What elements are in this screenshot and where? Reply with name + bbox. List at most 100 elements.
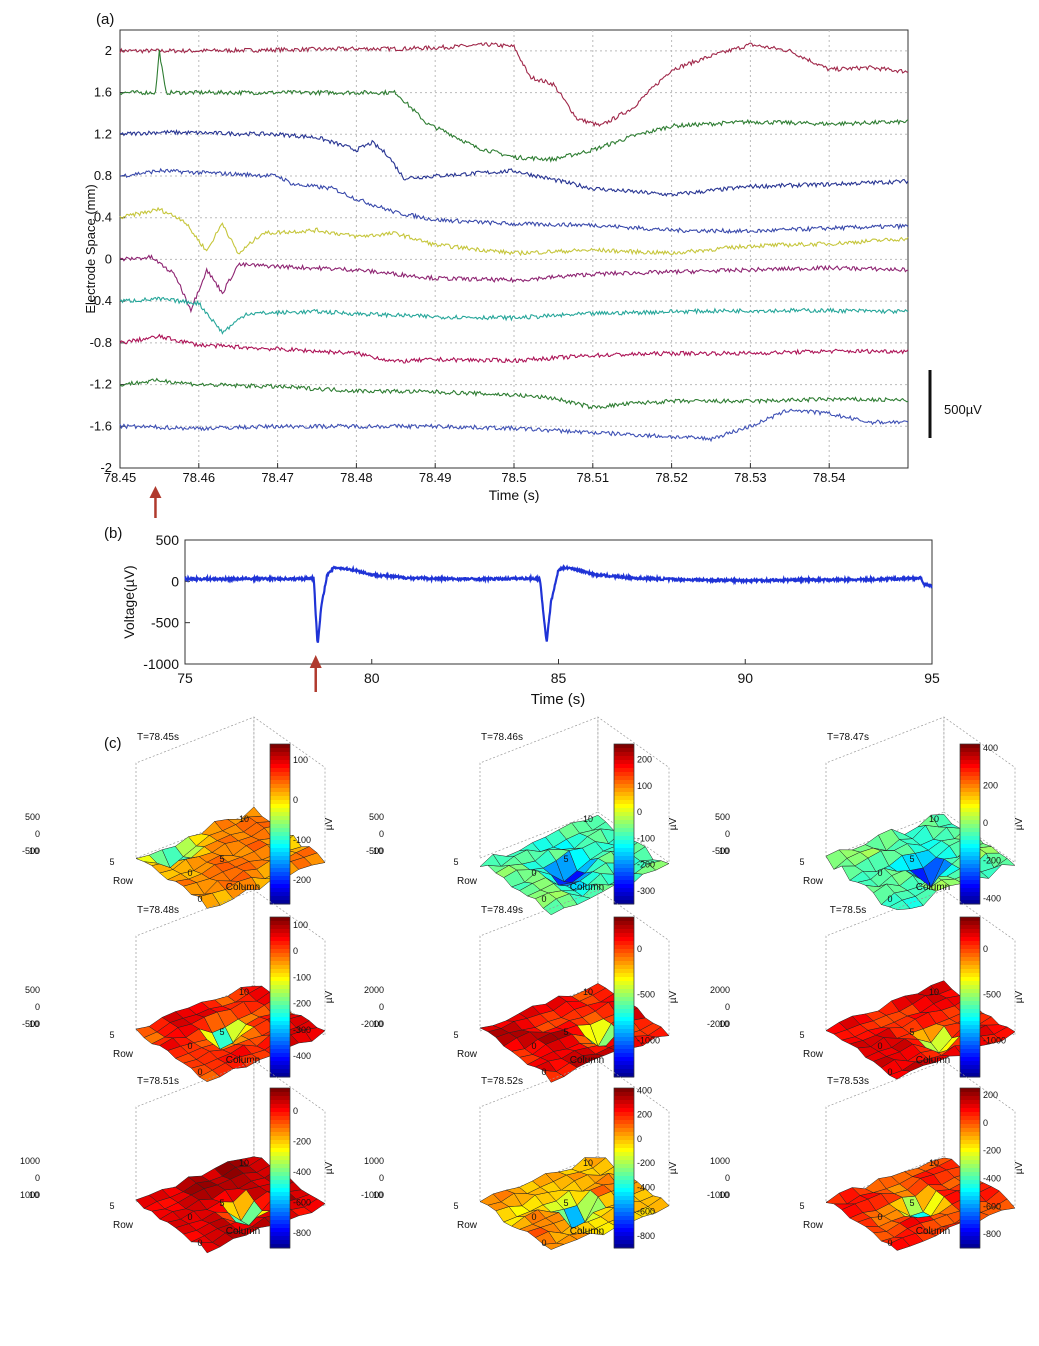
colorbar-segment xyxy=(614,884,634,889)
colorbar-segment xyxy=(270,1180,290,1185)
colorbar-segment xyxy=(614,1128,634,1133)
colorbar-segment xyxy=(614,1232,634,1237)
surface-row-tick-label: 5 xyxy=(109,857,114,867)
surface-column-label: Column xyxy=(916,882,950,893)
surface-z-tick-label: 2000 xyxy=(364,985,384,995)
surface-z-tick-label: -500 xyxy=(366,846,384,856)
colorbar-segment xyxy=(614,981,634,986)
surface-subplot: T=78.48s5000-5001050Row0510Column1000-10… xyxy=(22,889,335,1082)
colorbar-segment xyxy=(960,941,980,946)
colorbar-segment xyxy=(614,941,634,946)
colorbar-segment xyxy=(270,772,290,777)
surface-column-label: Column xyxy=(916,1226,950,1237)
colorbar-segment xyxy=(960,1152,980,1157)
surface-z-tick-label: 0 xyxy=(35,1173,40,1183)
colorbar-segment xyxy=(614,832,634,837)
colorbar-segment xyxy=(270,1224,290,1229)
colorbar-segment xyxy=(270,860,290,865)
colorbar-segment xyxy=(614,1021,634,1026)
colorbar-segment xyxy=(614,921,634,926)
surface-row-tick-label: 0 xyxy=(187,868,192,878)
panel-a-xlabel: Time (s) xyxy=(489,487,540,503)
colorbar-frame xyxy=(959,1087,981,1249)
colorbar-segment xyxy=(614,1216,634,1221)
surface-row-tick-label: 10 xyxy=(719,1019,729,1029)
colorbar-segment xyxy=(614,1156,634,1161)
colorbar-unit-label: µV xyxy=(1014,990,1025,1003)
colorbar-segment xyxy=(270,1160,290,1165)
colorbar-segment xyxy=(960,937,980,942)
colorbar-segment xyxy=(270,1164,290,1169)
colorbar-segment xyxy=(960,1061,980,1066)
panel-b-y-tick-label: 500 xyxy=(156,532,180,548)
panel-b-trace xyxy=(184,564,933,643)
surface-cell xyxy=(584,983,607,996)
surface-row-tick-label: 10 xyxy=(719,1190,729,1200)
colorbar-segment xyxy=(960,1156,980,1161)
colorbar-segment xyxy=(960,1232,980,1237)
colorbar-segment xyxy=(614,804,634,809)
colorbar-segment xyxy=(960,1108,980,1113)
panel-a-x-tick-label: 78.46 xyxy=(183,470,216,485)
surface-row-tick-label: 0 xyxy=(187,1041,192,1051)
colorbar-segment xyxy=(960,1224,980,1229)
colorbar-segment xyxy=(960,1049,980,1054)
colorbar-segment xyxy=(960,860,980,865)
surface-column-tick-label: 10 xyxy=(239,814,249,824)
colorbar-segment xyxy=(614,856,634,861)
panel-label-b: (b) xyxy=(104,525,122,542)
colorbar-segment xyxy=(270,1073,290,1078)
colorbar-segment xyxy=(614,1045,634,1050)
surface-z-tick-label: 500 xyxy=(25,985,40,995)
colorbar-segment xyxy=(960,1045,980,1050)
surface-z-tick-label: 1000 xyxy=(364,1156,384,1166)
colorbar-segment xyxy=(960,1100,980,1105)
colorbar-segment xyxy=(960,1069,980,1074)
surface-column-tick-label: 10 xyxy=(583,987,593,997)
colorbar-segment xyxy=(270,1184,290,1189)
surface-title: T=78.52s xyxy=(481,1076,523,1087)
colorbar-segment xyxy=(270,1168,290,1173)
colorbar-segment xyxy=(960,1088,980,1093)
surface-row-tick-label: 10 xyxy=(719,846,729,856)
surface-column-label: Column xyxy=(570,1226,604,1237)
surface-subplot: T=78.53s10000-10001050Row0510Column2000-… xyxy=(707,1060,1025,1251)
colorbar-segment xyxy=(270,780,290,785)
panel-a-ylabel: Electrode Space (mm) xyxy=(83,184,98,313)
colorbar-segment xyxy=(270,989,290,994)
colorbar-segment xyxy=(270,1216,290,1221)
panel-c: T=78.45s5000-5001050Row0510Column1000-10… xyxy=(20,716,1025,1254)
colorbar-segment xyxy=(270,925,290,930)
surface-side-wall xyxy=(943,1060,1016,1208)
colorbar-tick-label: -500 xyxy=(983,990,1001,1000)
colorbar-segment xyxy=(270,900,290,905)
colorbar-segment xyxy=(960,900,980,905)
colorbar-segment xyxy=(960,844,980,849)
colorbar-segment xyxy=(960,864,980,869)
colorbar-segment xyxy=(270,832,290,837)
colorbar-tick-label: -300 xyxy=(637,886,655,896)
colorbar-segment xyxy=(270,965,290,970)
surface-row-label: Row xyxy=(457,1049,478,1060)
panel-b-xlabel: Time (s) xyxy=(531,691,585,708)
colorbar-segment xyxy=(960,848,980,853)
colorbar-segment xyxy=(270,1176,290,1181)
surface-side-wall xyxy=(597,716,670,864)
colorbar-segment xyxy=(270,848,290,853)
surface-row-tick-label: 5 xyxy=(453,1201,458,1211)
surface-z-tick-label: 1000 xyxy=(20,1190,40,1200)
surface-side-wall xyxy=(253,716,326,864)
colorbar-tick-label: 0 xyxy=(637,807,642,817)
panel-a-x-tick-label: 78.47 xyxy=(261,470,294,485)
colorbar-tick-label: -600 xyxy=(293,1197,311,1207)
surface-column-tick-label: 0 xyxy=(887,1238,892,1248)
colorbar-segment xyxy=(270,1196,290,1201)
colorbar-segment xyxy=(960,756,980,761)
panel-b-y-tick-label: -1000 xyxy=(143,656,179,672)
colorbar-segment xyxy=(270,824,290,829)
colorbar-segment xyxy=(960,1216,980,1221)
panel-a-trace xyxy=(119,254,909,314)
colorbar-segment xyxy=(270,896,290,901)
colorbar-segment xyxy=(614,973,634,978)
